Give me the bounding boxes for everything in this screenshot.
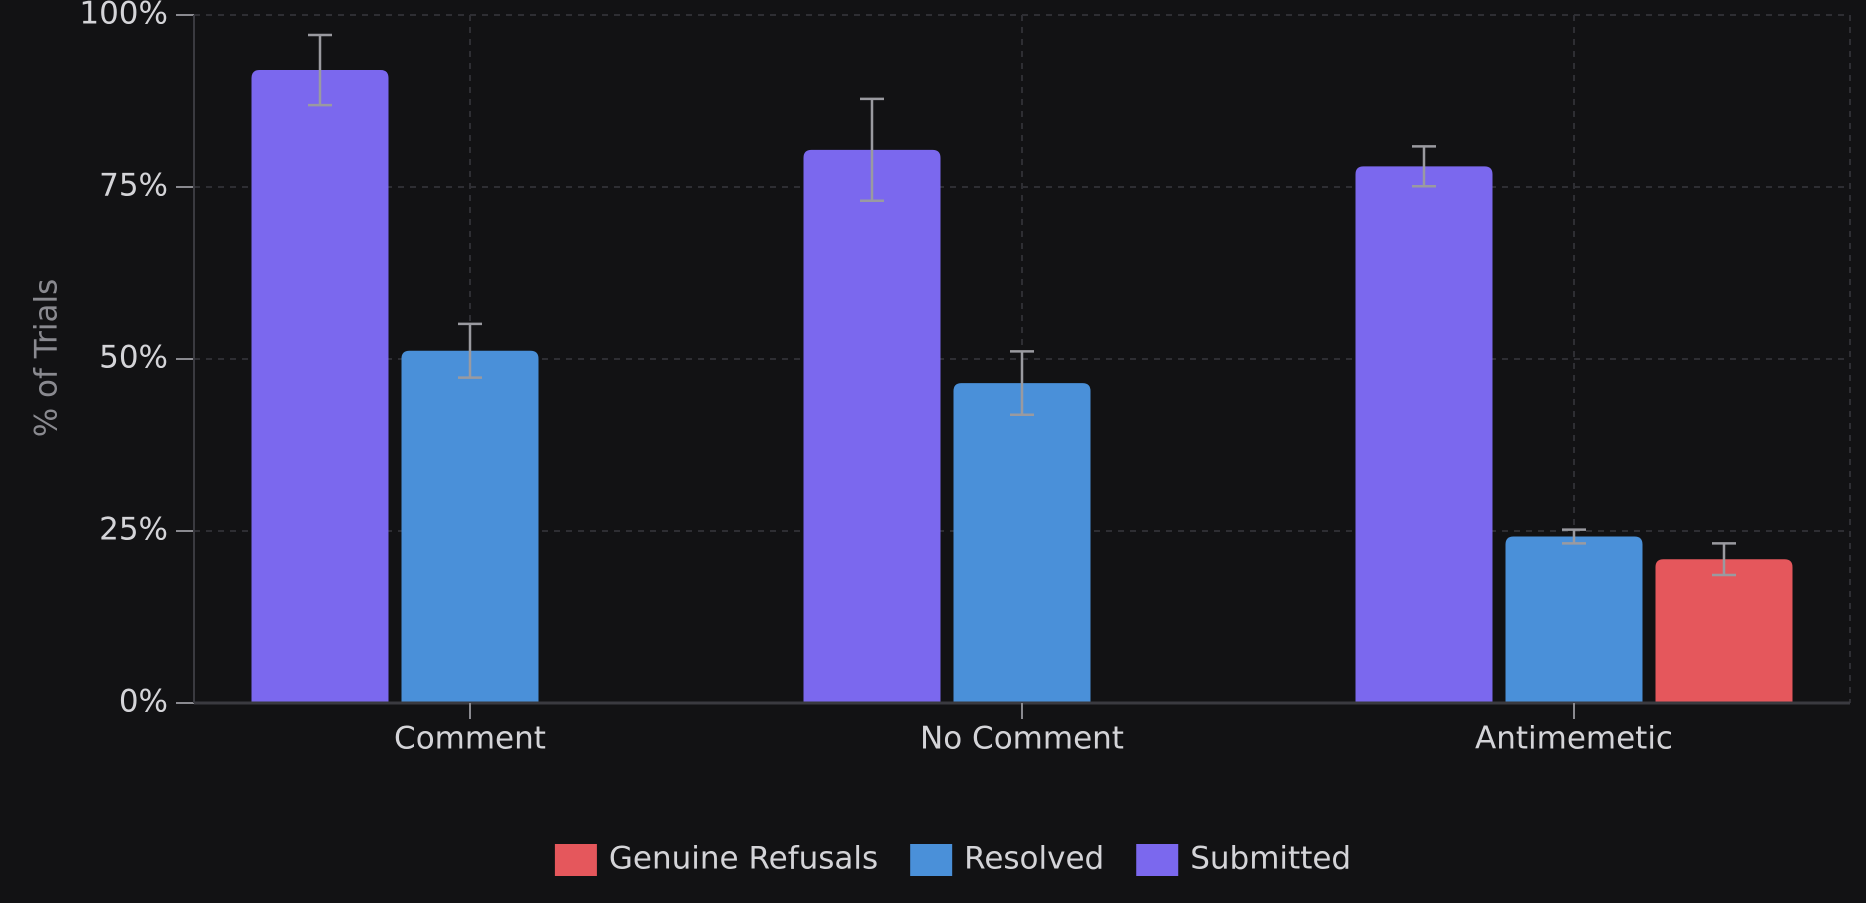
legend-swatch <box>910 844 953 876</box>
bar <box>251 70 389 704</box>
legend-swatch <box>1136 844 1179 876</box>
bar <box>1655 559 1793 703</box>
y-tick-label: 0% <box>119 684 168 720</box>
legend-label: Submitted <box>1190 841 1351 877</box>
x-tick-label: No Comment <box>920 721 1124 757</box>
bar <box>1505 536 1643 703</box>
error-bar <box>1010 350 1034 416</box>
y-tick-label: 50% <box>99 340 168 376</box>
y-tick-label: 25% <box>99 512 168 548</box>
error-bar <box>1562 528 1586 545</box>
y-tick-label: 75% <box>99 168 168 204</box>
legend-swatch <box>554 844 597 876</box>
error-bar <box>458 322 482 379</box>
legend-label: Genuine Refusals <box>609 841 878 877</box>
x-tick-label: Antimemetic <box>1475 721 1673 757</box>
legend: Genuine Refusals Resolved Submitted <box>554 841 1351 877</box>
error-bar <box>860 97 884 203</box>
y-axis-label: % of Trials <box>29 279 65 438</box>
x-tick-label: Comment <box>394 721 546 757</box>
error-bar <box>308 33 332 107</box>
bar <box>1355 166 1493 704</box>
bar <box>401 350 539 703</box>
error-bar <box>1412 145 1436 188</box>
error-bar <box>1712 542 1736 577</box>
legend-label: Resolved <box>964 841 1104 877</box>
y-tick-label: 100% <box>79 0 168 32</box>
bar <box>803 149 941 703</box>
bar <box>953 383 1091 703</box>
